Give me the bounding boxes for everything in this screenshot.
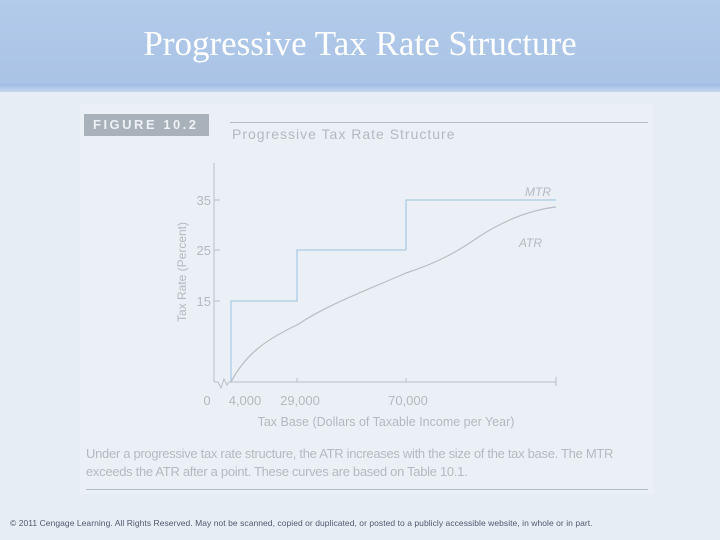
header-divider [0,84,720,92]
slide-title: Progressive Tax Rate Structure [143,24,577,63]
figure-panel [80,104,654,494]
atr-label: ATR [518,236,542,250]
figure-bottom-rule [86,489,648,490]
x-tick-label-70000: 70,000 [388,393,428,408]
figure-label: FIGURE 10.2 [84,114,209,136]
x-tick-label-4000: 4,000 [229,393,262,408]
mtr-line [230,199,556,382]
mtr-label: MTR [525,185,551,199]
x-tick-label-0: 0 [203,393,210,408]
y-tick-label-25: 25 [197,243,211,258]
figure-caption: Under a progressive tax rate structure, … [86,446,614,479]
y-axis-label: Tax Rate (Percent) [175,222,189,322]
slide-header [0,0,720,86]
figure-top-rule [230,122,648,123]
copyright-notice: © 2011 Cengage Learning. All Rights Rese… [10,518,593,528]
x-axis-label: Tax Base (Dollars of Taxable Income per … [258,415,515,429]
atr-curve [230,206,557,383]
y-tick-label-15: 15 [197,294,211,309]
x-axis [214,377,556,390]
figure-subtitle: Progressive Tax Rate Structure [232,126,456,142]
x-tick-label-29000: 29,000 [280,393,320,408]
y-tick-label-35: 35 [197,193,211,208]
